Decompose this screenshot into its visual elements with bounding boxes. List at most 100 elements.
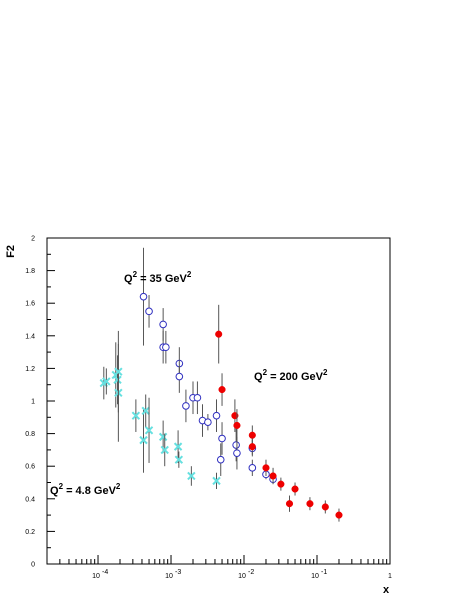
open-circle-marker bbox=[232, 441, 240, 449]
x-tick-label: 1 bbox=[388, 573, 392, 580]
data-points bbox=[99, 247, 343, 522]
annotation-q2-200-sup2: 2 bbox=[323, 368, 328, 377]
open-circle-marker bbox=[145, 307, 153, 316]
annotation-q2-200-sup1: 2 bbox=[263, 368, 268, 377]
annotation-q2-4-8-text: = 4.8 GeV bbox=[63, 485, 117, 497]
data-point bbox=[114, 330, 123, 413]
annotation-q2-4-8-q: Q bbox=[50, 485, 59, 497]
data-point bbox=[262, 459, 270, 476]
annotation-q2-200: Q2 = 200 GeV2 bbox=[254, 368, 328, 383]
y-tick-label: 1.6 bbox=[25, 301, 35, 308]
cross-marker bbox=[141, 406, 150, 415]
y-tick-label: 0 bbox=[31, 562, 35, 569]
annotation-q2-35-sup2: 2 bbox=[187, 270, 192, 279]
x-tick-label: 10 bbox=[238, 573, 246, 580]
filled-circle-marker bbox=[269, 472, 277, 480]
filled-circle-marker bbox=[335, 511, 343, 519]
cross-marker bbox=[212, 476, 221, 486]
annotation-q2-4-8-sup2: 2 bbox=[116, 482, 121, 491]
cross-marker bbox=[158, 432, 168, 442]
data-point bbox=[193, 381, 202, 415]
annotation-q2-35-sup1: 2 bbox=[133, 270, 138, 279]
filled-circle-marker bbox=[248, 431, 256, 439]
data-point bbox=[175, 360, 184, 393]
data-point bbox=[269, 467, 277, 485]
cross-marker bbox=[102, 377, 111, 386]
annotation-q2-35-q: Q bbox=[124, 273, 133, 285]
x-tick-label-exponent: -4 bbox=[102, 569, 108, 576]
filled-circle-marker bbox=[248, 443, 256, 451]
cross-marker bbox=[144, 426, 154, 435]
y-tick-label: 1.4 bbox=[25, 333, 35, 340]
y-tick-label: 0.4 bbox=[25, 496, 35, 503]
y-tick-label: 0.6 bbox=[25, 464, 35, 471]
data-point bbox=[162, 330, 170, 364]
cross-marker bbox=[139, 435, 148, 445]
axes: 00.20.40.60.811.21.41.61.8210-410-310-21… bbox=[25, 236, 392, 581]
open-circle-marker bbox=[212, 411, 221, 420]
cross-marker bbox=[174, 455, 184, 464]
data-point bbox=[285, 495, 294, 512]
open-circle-marker bbox=[216, 455, 225, 464]
filled-circle-marker bbox=[262, 464, 270, 472]
annotation-q2-200-q: Q bbox=[254, 371, 263, 383]
cross-marker bbox=[131, 411, 141, 420]
filled-circle-marker bbox=[285, 500, 294, 508]
data-point bbox=[173, 430, 183, 463]
filled-circle-marker bbox=[233, 421, 241, 430]
data-point bbox=[145, 295, 153, 328]
filled-circle-marker bbox=[277, 480, 285, 488]
cross-marker bbox=[114, 367, 123, 376]
data-point bbox=[321, 500, 329, 514]
x-tick-label: 10 bbox=[311, 573, 319, 580]
filled-circle-marker bbox=[291, 485, 299, 493]
data-point bbox=[306, 497, 314, 511]
data-point bbox=[218, 373, 226, 406]
data-point bbox=[160, 433, 169, 467]
cross-marker bbox=[160, 445, 169, 455]
filled-circle-marker bbox=[218, 386, 226, 394]
filled-circle-marker bbox=[306, 500, 314, 508]
x-axis-title: x bbox=[383, 584, 390, 596]
open-circle-marker bbox=[139, 292, 148, 301]
data-point bbox=[233, 409, 241, 442]
data-point bbox=[144, 397, 154, 463]
data-point bbox=[216, 443, 225, 476]
open-circle-marker bbox=[175, 372, 184, 381]
data-point bbox=[212, 472, 221, 490]
annotation-q2-200-text: = 200 GeV bbox=[267, 371, 324, 383]
data-point bbox=[277, 477, 285, 491]
data-point bbox=[233, 436, 241, 470]
data-point bbox=[335, 508, 343, 522]
annotation-q2-35-text: = 35 GeV bbox=[137, 273, 188, 285]
data-point bbox=[218, 422, 226, 455]
filled-circle-marker bbox=[215, 330, 223, 338]
x-tick-label: 10 bbox=[165, 573, 173, 580]
open-circle-marker bbox=[182, 402, 190, 410]
y-tick-label: 1.2 bbox=[25, 366, 35, 373]
y-tick-label: 0.2 bbox=[25, 529, 35, 536]
filled-circle-marker bbox=[321, 503, 329, 511]
open-circle-marker bbox=[218, 434, 226, 443]
data-point bbox=[291, 482, 299, 496]
annotation-q2-35: Q2 = 35 GeV2 bbox=[124, 270, 192, 285]
data-point bbox=[248, 438, 256, 455]
data-point bbox=[215, 304, 223, 364]
y-tick-label: 2 bbox=[31, 236, 35, 243]
data-point bbox=[139, 247, 148, 346]
data-point bbox=[139, 407, 148, 473]
x-tick-label: 10 bbox=[92, 573, 100, 580]
data-point bbox=[102, 368, 111, 395]
open-circle-marker bbox=[162, 343, 170, 352]
data-point bbox=[174, 451, 184, 468]
data-point bbox=[187, 466, 196, 486]
open-circle-marker bbox=[233, 449, 241, 457]
data-point bbox=[131, 399, 141, 432]
cross-marker bbox=[187, 471, 196, 481]
y-tick-label: 1 bbox=[31, 399, 35, 406]
annotation-q2-4-8: Q2 = 4.8 GeV2 bbox=[50, 482, 121, 497]
cross-marker bbox=[113, 375, 122, 385]
data-point bbox=[182, 389, 190, 423]
y-tick-label: 1.8 bbox=[25, 268, 35, 275]
